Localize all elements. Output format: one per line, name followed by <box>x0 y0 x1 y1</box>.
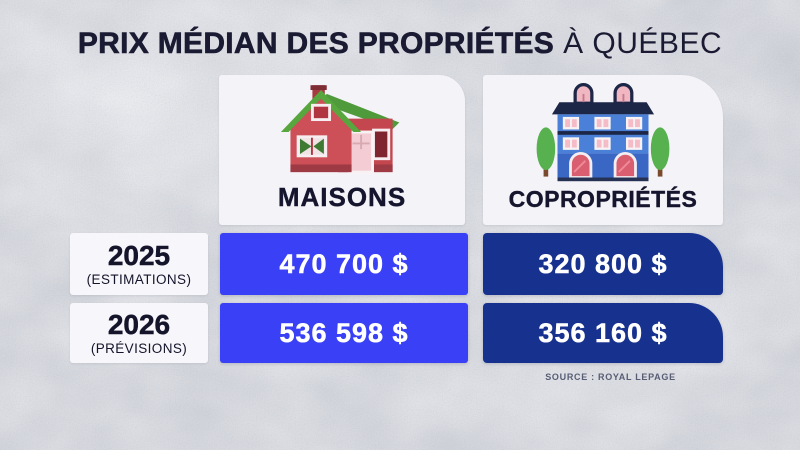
row-label-2026: 2026 (PRÉVISIONS) <box>70 303 208 363</box>
source-credit: SOURCE : ROYAL LEPAGE <box>545 372 676 382</box>
value-coproprietes-2025: 320 800 $ <box>483 233 723 295</box>
year-2025: 2025 <box>107 239 171 271</box>
page-title-main: PRIX MÉDIAN DES PROPRIÉTÉS <box>77 27 555 61</box>
column-header-coproprietes: COPROPRIÉTÉS <box>483 75 723 225</box>
house-icon <box>280 85 400 174</box>
column-header-maisons: MAISONS <box>219 75 465 225</box>
value-maisons-2025: 470 700 $ <box>220 233 468 295</box>
page-title: PRIX MÉDIAN DES PROPRIÉTÉS À QUÉBEC <box>0 27 800 61</box>
row-label-2025: 2025 (ESTIMATIONS) <box>70 233 208 295</box>
column-label-coproprietes: COPROPRIÉTÉS <box>508 186 698 212</box>
condo-building-icon <box>536 83 670 182</box>
tree-icon <box>536 127 670 177</box>
qualifier-previsions: (PRÉVISIONS) <box>90 340 188 356</box>
qualifier-estimations: (ESTIMATIONS) <box>86 271 192 287</box>
page-title-suffix: À QUÉBEC <box>563 27 723 60</box>
column-label-maisons: MAISONS <box>277 182 407 212</box>
value-maisons-2026: 536 598 $ <box>220 303 468 363</box>
year-2026: 2026 <box>107 308 171 340</box>
value-coproprietes-2026: 356 160 $ <box>483 303 723 363</box>
